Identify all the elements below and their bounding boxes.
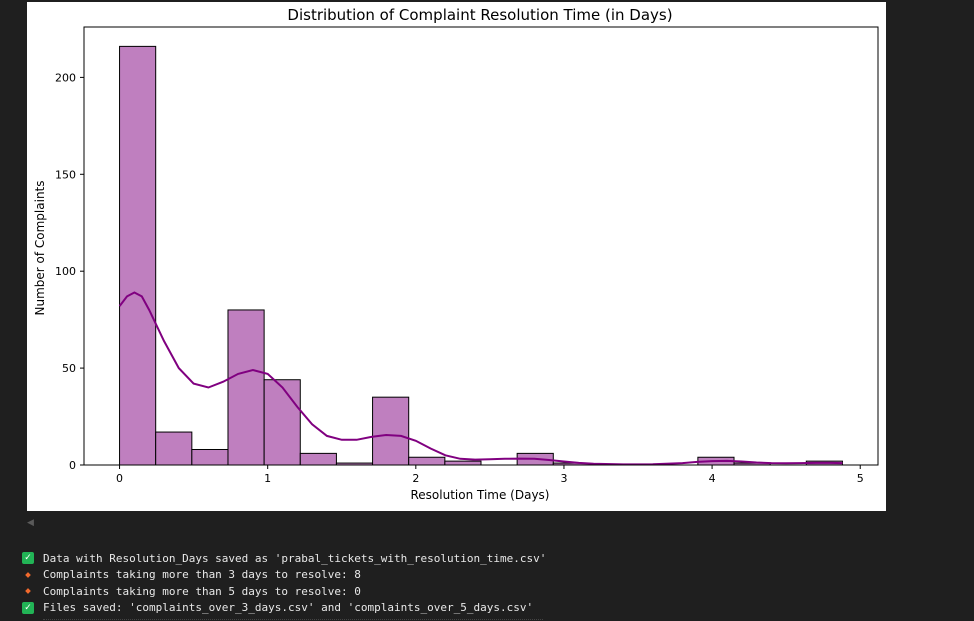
console-line-text: Data with Resolution_Days saved as 'prab… [43,551,547,565]
x-tick-label: 4 [709,472,716,485]
check-icon: ✓ [22,552,34,565]
x-tick-label: 5 [857,472,864,485]
console-output: ✓ Data with Resolution_Days saved as 'pr… [22,550,962,616]
x-axis-ticks: 0 1 2 3 4 5 [116,465,864,485]
histogram-bar [372,396,410,466]
plot-frame [83,26,879,466]
histogram-figure: Distribution of Complaint Resolution Tim… [27,2,886,511]
y-axis-label: Number of Complaints [33,180,47,315]
check-icon: ✓ [22,601,34,614]
histogram-bar [299,452,337,466]
histogram-bar [227,309,265,466]
x-tick-label: 0 [116,472,123,485]
orange-diamond-icon [22,585,34,597]
x-tick-label: 1 [264,472,271,485]
console-line: Complaints taking more than 5 days to re… [22,583,962,600]
histogram-bar [444,460,482,466]
x-tick-label: 2 [412,472,419,485]
histogram-chart: Distribution of Complaint Resolution Tim… [33,6,879,502]
kde-curve [118,291,843,466]
histogram-bars [119,45,843,466]
histogram-bar [191,448,229,466]
x-axis-label: Resolution Time (Days) [410,488,549,502]
y-tick-label: 50 [62,362,76,375]
console-line-text: Complaints taking more than 5 days to re… [43,584,361,598]
y-tick-label: 100 [55,265,76,278]
console-line-text: Complaints taking more than 3 days to re… [43,568,361,582]
console-line: ✓ Files saved: 'complaints_over_3_days.c… [22,600,962,617]
histogram-bar [263,379,301,466]
y-tick-label: 150 [55,168,76,181]
x-tick-label: 3 [560,472,567,485]
y-tick-label: 200 [55,71,76,84]
console-line: Complaints taking more than 3 days to re… [22,567,962,584]
scroll-left-arrow-icon[interactable]: ◀ [27,518,34,528]
histogram-bar [155,431,193,466]
console-line-text: Files saved: 'complaints_over_3_days.csv… [43,601,534,615]
y-tick-label: 0 [69,459,76,472]
histogram-bar [408,456,446,466]
truncated-next-line [43,616,543,621]
console-line: ✓ Data with Resolution_Days saved as 'pr… [22,550,962,567]
y-axis-ticks: 0 50 100 150 200 [55,71,84,472]
histogram-bar [119,45,157,466]
orange-diamond-icon [22,569,34,581]
chart-title: Distribution of Complaint Resolution Tim… [287,6,672,24]
